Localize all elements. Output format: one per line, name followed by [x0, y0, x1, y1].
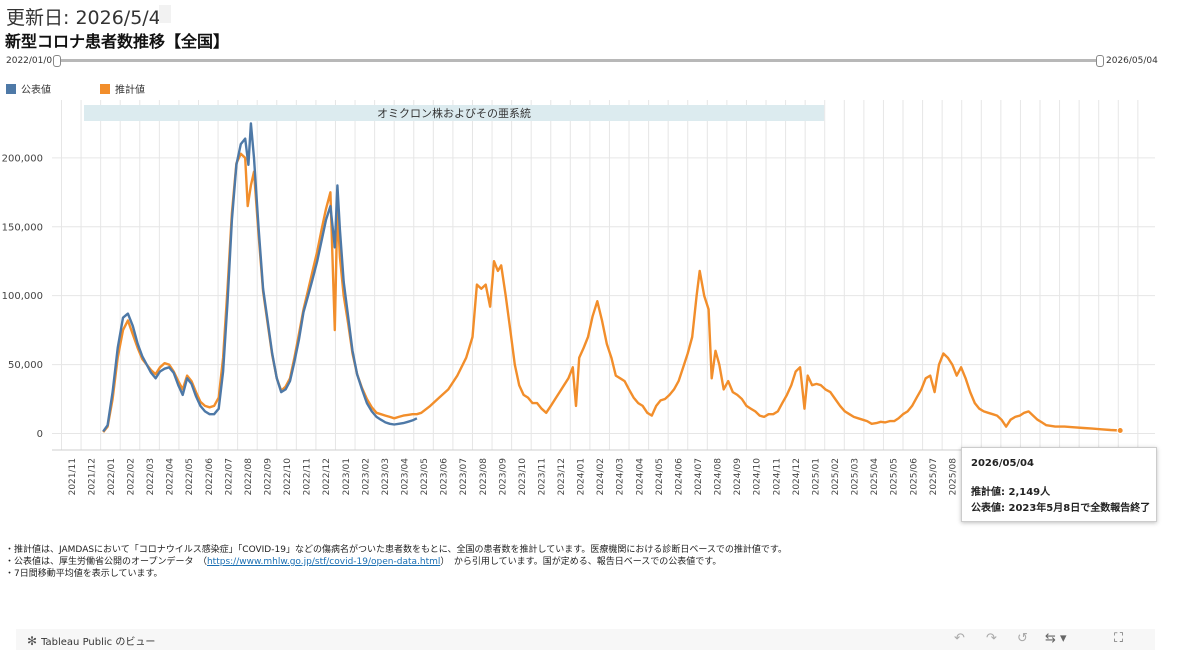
share-icon[interactable]: ⇆ ▾ — [1045, 631, 1067, 646]
legend-item-estimate[interactable]: 推計値 — [100, 81, 145, 96]
slider-start-handle[interactable] — [53, 55, 61, 67]
x-tick-label: 2022/01 — [107, 458, 117, 495]
variant-band — [84, 105, 825, 121]
y-tick-label: 100,000 — [2, 291, 43, 302]
x-tick-label: 2024/06 — [674, 458, 684, 496]
x-tick-label: 2023/01 — [342, 458, 352, 495]
x-tick-label: 2025/02 — [831, 458, 841, 495]
note-official: ・公表値は、厚生労働省公開のオープンデータ （https://www.mhlw.… — [5, 556, 787, 568]
tableau-logo-icon: ✻ — [27, 633, 38, 648]
x-tick-label: 2022/04 — [166, 458, 176, 496]
x-tick-label: 2022/09 — [263, 458, 273, 496]
x-tick-label: 2022/03 — [146, 458, 156, 495]
x-tick-label: 2025/05 — [890, 458, 900, 495]
x-tick-label: 2022/10 — [283, 458, 293, 496]
tooltip-estimate: 推計値: 2,149人 — [971, 487, 1051, 498]
y-axis: 0 50,000 100,000 150,000 200,000 — [2, 153, 43, 440]
footer-bar: ✻ Tableau Public のビュー ↶ ↷ ↺ ⇆ ▾ ⛶ — [16, 629, 1155, 650]
line-chart[interactable]: オミクロン株およびその亜系統 0 50,000 100,000 150,000 200,… — [0, 95, 1160, 530]
x-tick-label: 2025/06 — [909, 458, 919, 496]
x-tick-label: 2025/04 — [870, 458, 880, 496]
band-layer: オミクロン株およびその亜系統 — [84, 105, 825, 121]
date-range-slider[interactable] — [57, 59, 1101, 62]
x-tick-label: 2022/02 — [126, 458, 136, 495]
x-tick-label: 2023/06 — [440, 458, 450, 496]
slider-end-handle[interactable] — [1096, 55, 1104, 67]
y-tick-label: 50,000 — [8, 360, 43, 371]
undo-icon[interactable]: ↶ — [954, 631, 965, 646]
tableau-brand-label: Tableau Public のビュー — [41, 637, 156, 648]
slider-start-label: 2022/01/01 — [6, 56, 58, 66]
legend-label-official: 公表値 — [21, 85, 51, 96]
x-tick-label: 2021/12 — [87, 458, 97, 495]
x-tick-label: 2025/01 — [811, 458, 821, 495]
x-tick-label: 2022/05 — [185, 458, 195, 495]
update-date-box — [159, 5, 171, 23]
legend-label-estimate: 推計値 — [115, 85, 145, 96]
note-official-pre: ・公表値は、厚生労働省公開のオープンデータ （ — [5, 557, 207, 567]
tooltip: 2026/05/04 推計値: 2,149人 公表値: 2023年5月8日で全数… — [961, 447, 1157, 522]
legend-item-official[interactable]: 公表値 — [6, 81, 51, 96]
x-axis: 2021/11 2021/12 2022/01 2022/02 2022/03 2022/… — [68, 458, 978, 496]
x-tick-label: 2024/04 — [635, 458, 645, 496]
x-tick-label: 2022/12 — [322, 458, 332, 495]
legend-swatch-official — [6, 83, 16, 94]
note-estimate: ・推計値は、JAMDASにおいて「コロナウイルス感染症」「COVID-19」など… — [5, 545, 787, 555]
open-data-link[interactable]: https://www.mhlw.go.jp/stf/covid-19/open… — [206, 557, 441, 567]
x-tick-label: 2023/12 — [557, 458, 567, 495]
x-tick-label: 2023/04 — [400, 458, 410, 496]
x-tick-label: 2024/09 — [733, 458, 743, 496]
notes: ・推計値は、JAMDASにおいて「コロナウイルス感染症」「COVID-19」など… — [5, 544, 787, 580]
page-title: 新型コロナ患者数推移【全国】 — [5, 32, 230, 51]
x-tick-label: 2024/10 — [753, 458, 763, 496]
x-tick-label: 2023/05 — [420, 458, 430, 495]
note-official-post: ） から引用しています。国が定める、報告日ベースでの公表値です。 — [440, 557, 722, 567]
x-tick-label: 2023/11 — [537, 458, 547, 495]
x-tick-label: 2022/11 — [303, 458, 313, 495]
x-tick-label: 2023/02 — [361, 458, 371, 495]
tableau-brand[interactable]: ✻ Tableau Public のビュー — [27, 633, 156, 649]
x-tick-label: 2021/11 — [68, 458, 78, 495]
y-tick-label: 0 — [37, 429, 43, 440]
x-tick-label: 2022/06 — [205, 458, 215, 496]
x-tick-label: 2022/08 — [244, 458, 254, 496]
x-tick-label: 2023/10 — [518, 458, 528, 496]
x-tick-label: 2024/07 — [694, 458, 704, 495]
tooltip-official: 公表値: 2023年5月8日で全数報告終了 — [971, 503, 1151, 514]
fullscreen-icon[interactable]: ⛶ — [1114, 631, 1124, 646]
x-tick-label: 2025/03 — [851, 458, 861, 495]
slider-end-label: 2026/05/04 — [1106, 56, 1158, 66]
legend-swatch-estimate — [100, 83, 110, 94]
highlight-point — [1116, 427, 1124, 435]
x-tick-label: 2022/07 — [224, 458, 234, 495]
x-tick-label: 2025/07 — [929, 458, 939, 495]
x-tick-label: 2023/03 — [381, 458, 391, 495]
y-tick-label: 150,000 — [2, 222, 43, 233]
x-tick-label: 2023/09 — [498, 458, 508, 496]
x-tick-label: 2024/01 — [577, 458, 587, 495]
update-date: 更新日: 2026/5/4 — [6, 7, 161, 29]
x-tick-label: 2024/11 — [772, 458, 782, 495]
x-tick-label: 2025/08 — [948, 458, 958, 496]
revert-icon[interactable]: ↺ — [1017, 631, 1028, 646]
series-layer — [102, 122, 1124, 435]
x-tick-label: 2024/08 — [714, 458, 724, 496]
x-tick-label: 2024/12 — [792, 458, 802, 495]
redo-icon[interactable]: ↷ — [986, 631, 997, 646]
series-line-official — [102, 122, 418, 433]
note-moving-average: ・7日間移動平均値を表示しています。 — [5, 569, 163, 579]
x-tick-label: 2024/03 — [616, 458, 626, 495]
tooltip-date: 2026/05/04 — [971, 458, 1034, 469]
x-tick-label: 2023/08 — [479, 458, 489, 496]
y-tick-label: 200,000 — [2, 153, 43, 164]
x-tick-label: 2023/07 — [459, 458, 469, 495]
x-tick-label: 2024/02 — [596, 458, 606, 495]
variant-band-label: オミクロン株およびその亜系統 — [377, 106, 531, 120]
x-tick-label: 2024/05 — [655, 458, 665, 495]
